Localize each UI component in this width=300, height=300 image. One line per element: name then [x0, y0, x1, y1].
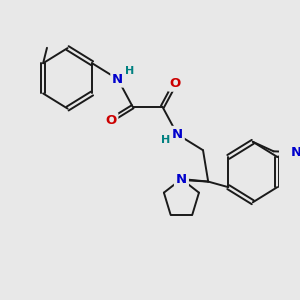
- Text: H: H: [125, 66, 134, 76]
- Text: H: H: [160, 135, 170, 145]
- Text: O: O: [105, 114, 116, 127]
- Text: O: O: [169, 77, 181, 90]
- Text: N: N: [176, 172, 187, 185]
- Text: N: N: [291, 146, 300, 159]
- Text: N: N: [112, 73, 123, 85]
- Text: N: N: [172, 128, 183, 141]
